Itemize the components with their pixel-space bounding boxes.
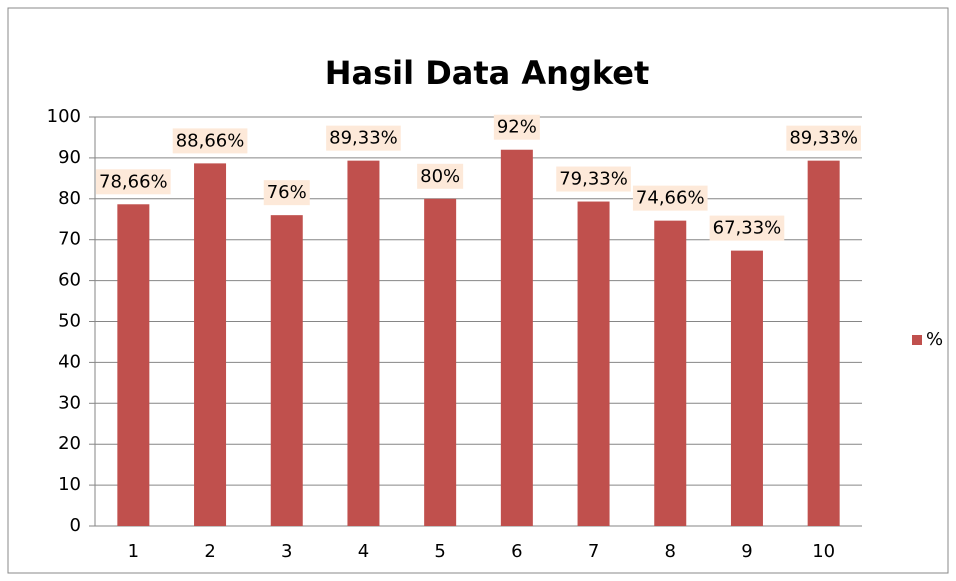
data-label-bg [786,125,861,151]
y-tick-label: 60 [58,270,81,291]
legend-swatch [912,335,922,345]
x-tick-label: 9 [741,541,752,562]
data-label-box: 92% [493,114,540,140]
bar [730,250,763,526]
data-label: 78,66% [99,171,168,192]
data-label-bg [172,128,248,154]
data-label-bg [556,166,631,192]
data-label-box: 89,33% [786,125,861,151]
x-tick-label: 1 [128,541,139,562]
y-tick-label: 70 [58,229,81,250]
data-label-box: 89,33% [326,125,401,151]
data-label-box: 76% [263,180,310,206]
data-label-box: 78,66% [96,169,171,195]
data-label: 76% [267,182,307,203]
data-label-bg [493,114,540,140]
y-tick-label: 100 [47,106,81,127]
y-tick-label: 90 [58,147,81,168]
y-tick-label: 10 [58,474,81,495]
bar [807,160,840,526]
data-label: 67,33% [713,218,782,239]
data-label-bg [263,180,310,206]
data-label-bg [417,163,464,189]
data-label-bg [96,169,171,195]
bar [270,215,303,526]
data-label: 89,33% [329,128,398,149]
data-label-box: 79,33% [556,166,631,192]
data-label-bg [632,185,708,211]
bar [347,160,380,526]
x-tick-label: 8 [665,541,676,562]
y-tick-label: 80 [58,188,81,209]
x-tick-label: 10 [812,541,835,562]
data-label: 88,66% [176,130,245,151]
data-label: 79,33% [559,169,628,190]
chart-border [7,7,949,574]
data-label: 80% [420,166,460,187]
data-label-bg [709,215,785,241]
x-tick-label: 2 [204,541,215,562]
bar [577,201,610,527]
bar [194,163,227,526]
bar [654,220,687,526]
bar [117,204,150,527]
y-tick-label: 0 [70,515,81,536]
y-tick-label: 20 [58,433,81,454]
chart-title: Hasil Data Angket [325,54,650,92]
legend-label: % [926,329,943,350]
y-tick-label: 50 [58,311,81,332]
data-label-bg [326,125,401,151]
x-tick-label: 5 [434,541,445,562]
data-label: 89,33% [789,128,858,149]
x-tick-label: 4 [358,541,369,562]
data-label-box: 80% [417,163,464,189]
data-label: 74,66% [636,188,705,209]
x-tick-label: 3 [281,541,292,562]
bar [500,149,533,526]
x-tick-label: 6 [511,541,522,562]
bar [424,198,457,527]
x-tick-label: 7 [588,541,599,562]
y-tick-label: 30 [58,392,81,413]
data-label-box: 88,66% [172,128,248,154]
data-label-box: 74,66% [632,185,708,211]
y-tick-label: 40 [58,351,81,372]
data-label: 92% [497,117,537,138]
data-label-box: 67,33% [709,215,785,241]
